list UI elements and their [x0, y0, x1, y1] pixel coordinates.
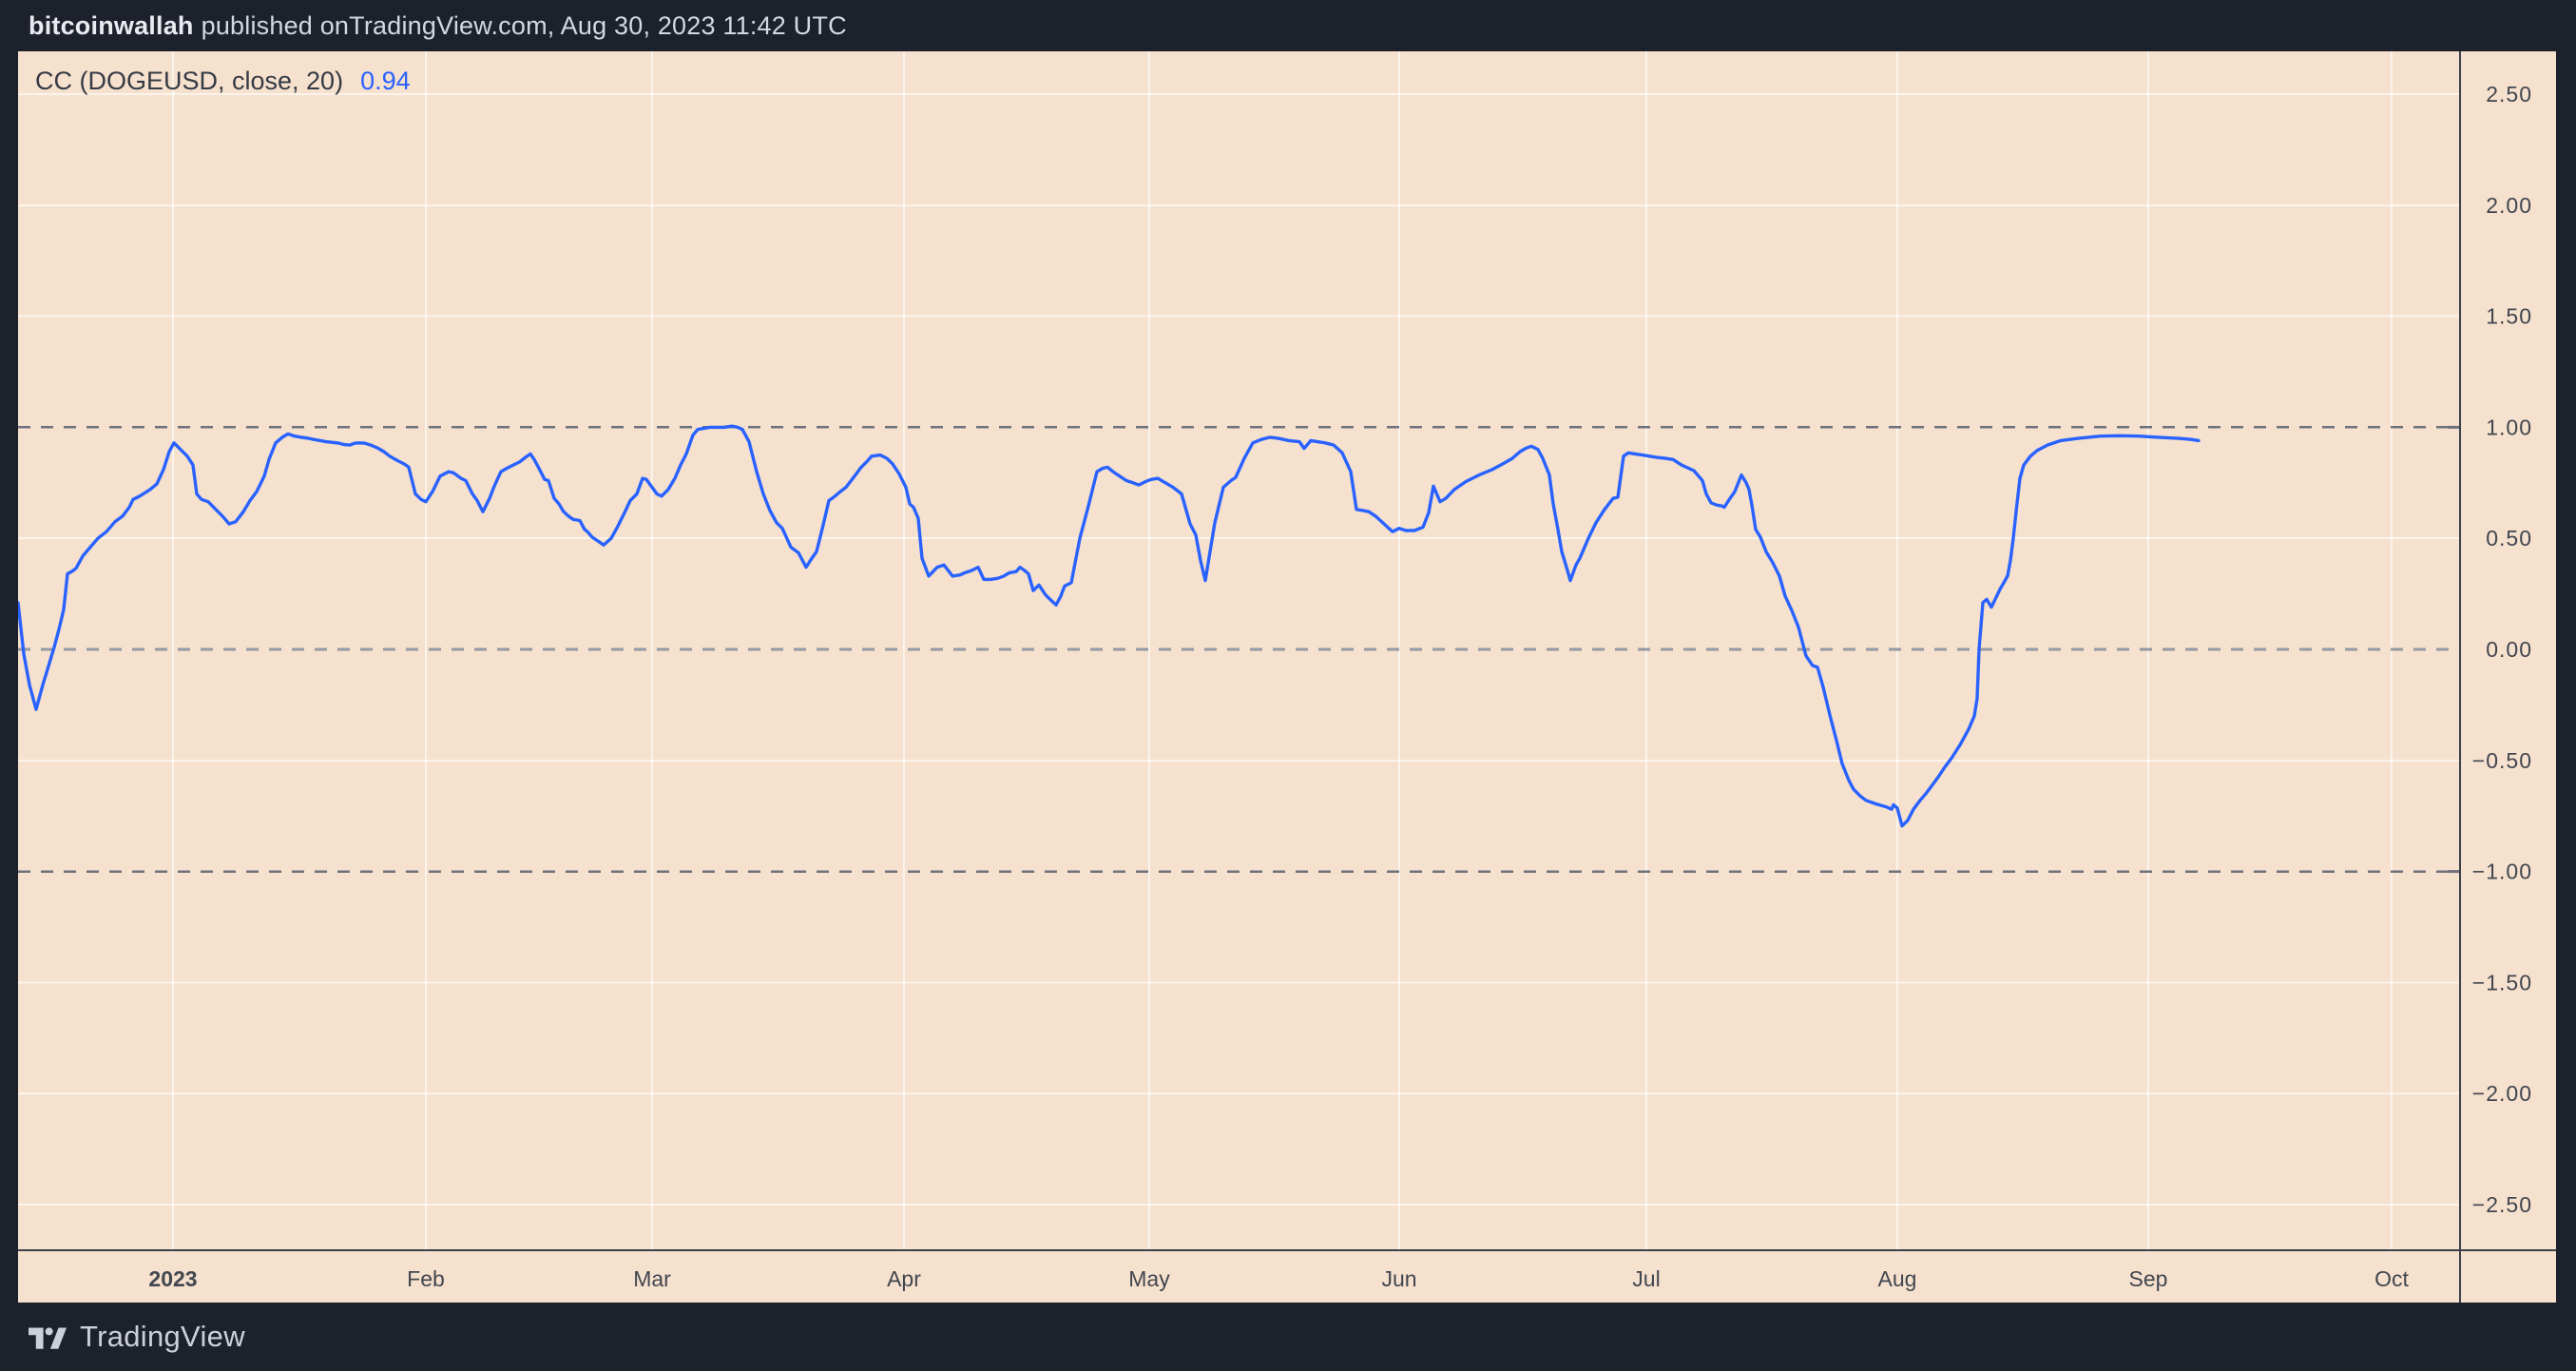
price-label[interactable]: 2.50 — [2486, 82, 2532, 106]
author-name: bitcoinwallah — [29, 10, 194, 40]
price-label[interactable]: −0.50 — [2472, 748, 2532, 773]
footer-bar: TradingView — [0, 1303, 2576, 1371]
month-label[interactable]: Jun — [1381, 1266, 1416, 1291]
price-label[interactable]: −1.50 — [2472, 970, 2532, 994]
month-label[interactable]: Mar — [633, 1266, 671, 1291]
month-label[interactable]: Feb — [407, 1266, 445, 1291]
month-label[interactable]: Aug — [1878, 1266, 1917, 1291]
month-label[interactable]: Sep — [2129, 1266, 2168, 1291]
price-label[interactable]: −2.50 — [2472, 1192, 2532, 1217]
cc-line-chart[interactable]: 2.50 2.00 1.50 1.00 0.50 0.00 −0.50 −1.00 −1.50 −… — [18, 51, 2556, 1303]
attribution-bar: bitcoinwallah published on TradingView.c… — [0, 0, 2576, 51]
month-label[interactable]: Oct — [2374, 1266, 2409, 1291]
footer-brand-text: TradingView — [80, 1320, 245, 1353]
month-label[interactable]: 2023 — [148, 1266, 197, 1291]
chart-panel: 2.50 2.00 1.50 1.00 0.50 0.00 −0.50 −1.00 −1.50 −… — [18, 51, 2556, 1303]
price-label[interactable]: 2.00 — [2486, 193, 2532, 218]
tradingview-logo-icon[interactable] — [29, 1324, 67, 1350]
price-label[interactable]: 1.50 — [2486, 304, 2532, 329]
month-label[interactable]: Apr — [887, 1266, 921, 1291]
price-label[interactable]: 0.00 — [2486, 637, 2532, 662]
indicator-legend[interactable]: CC (DOGEUSD, close, 20) 0.94 — [35, 67, 411, 96]
month-label[interactable]: Jul — [1632, 1266, 1660, 1291]
month-label[interactable]: May — [1128, 1266, 1170, 1291]
indicator-value: 0.94 — [360, 67, 411, 95]
price-label[interactable]: 0.50 — [2486, 526, 2532, 550]
published-text: published on — [201, 10, 350, 40]
price-label[interactable]: −1.00 — [2472, 859, 2532, 884]
price-label[interactable]: −2.00 — [2472, 1081, 2532, 1106]
site-and-timestamp: TradingView.com, Aug 30, 2023 11:42 UTC — [349, 10, 847, 40]
indicator-title: CC (DOGEUSD, close, 20) — [35, 67, 344, 95]
cc-line[interactable] — [18, 424, 2201, 828]
price-label[interactable]: 1.00 — [2486, 415, 2532, 439]
